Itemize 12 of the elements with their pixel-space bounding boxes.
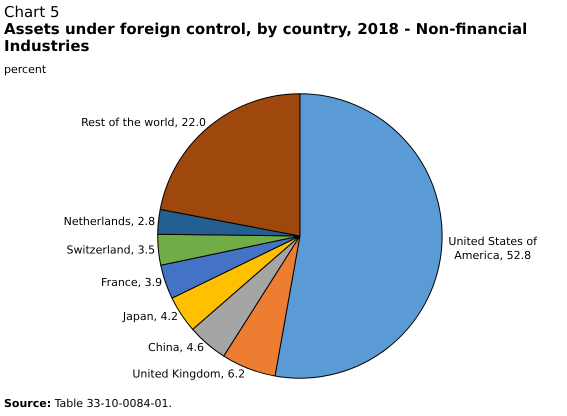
- slice-label: France, 3.9: [101, 276, 162, 290]
- source-note: Source: Table 33-10-0084-01.: [4, 397, 172, 410]
- chart-subtitle: Assets under foreign control, by country, 2018 - Non-financial Industries: [4, 20, 528, 55]
- text: percent: [4, 63, 46, 76]
- slice-label: Rest of the world, 22.0: [81, 116, 206, 130]
- chart-title: Chart 5: [4, 3, 60, 21]
- slice-label: United Kingdom, 6.2: [132, 368, 246, 381]
- slice-label: United States of America, 52.8: [448, 234, 538, 262]
- slice-label: Netherlands, 2.8: [64, 215, 156, 228]
- slice-label: Switzerland, 3.5: [66, 243, 156, 256]
- slice-label: China, 4.6: [148, 341, 204, 354]
- slice-label: Japan, 4.2: [122, 310, 178, 323]
